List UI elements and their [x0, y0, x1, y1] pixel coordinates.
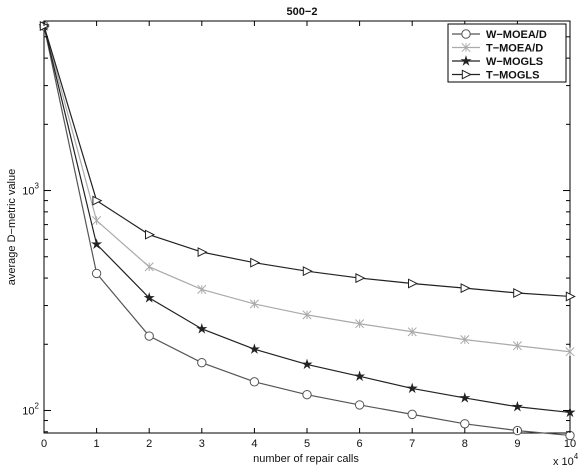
y-tick-label: 103 [22, 182, 39, 198]
data-point [196, 323, 208, 334]
legend-item: W−MOEA/D [452, 29, 547, 41]
data-point [250, 257, 261, 268]
legend-item: T−MOEA/D [452, 43, 543, 55]
y-axis-title: average D−metric value [6, 169, 18, 285]
data-point [92, 216, 102, 226]
legend-marker [461, 42, 471, 53]
x-tick-label: 5 [304, 438, 310, 450]
data-point [511, 400, 523, 412]
data-point [249, 299, 259, 309]
data-point [302, 310, 312, 320]
data-point [460, 419, 470, 429]
legend-label: T−MOEA/D [486, 43, 543, 55]
x-tick-label: 4 [251, 438, 257, 450]
x-tick-label: 3 [199, 438, 205, 450]
data-point [513, 288, 524, 299]
data-point [408, 278, 419, 289]
data-point [354, 370, 366, 382]
data-point [301, 358, 313, 370]
data-point [355, 273, 366, 284]
data-point [145, 229, 156, 240]
x-tick-label: 7 [409, 438, 415, 450]
legend-items: W−MOEA/D T−MOEA/DW−MOGLS T−MOGLS [452, 29, 547, 82]
data-point [406, 382, 418, 394]
data-point [302, 266, 313, 277]
x-tick-label: 8 [462, 438, 468, 450]
data-point [197, 247, 208, 258]
data-point [197, 284, 207, 295]
data-point [354, 400, 365, 410]
x-axis-multiplier: x 104 [553, 452, 579, 468]
data-point [459, 392, 471, 403]
axes-layer: 0 1 2 3 4 5 6 7 8 9 10 102 103 [22, 21, 576, 450]
legend: W−MOEA/D T−MOEA/DW−MOGLS T−MOGLS [447, 23, 567, 83]
data-point [565, 347, 575, 357]
data-point [144, 331, 154, 341]
legend-item: W−MOGLS [452, 55, 543, 68]
data-point [302, 389, 312, 400]
x-tick-label: 2 [146, 438, 152, 450]
data-point [460, 335, 470, 345]
legend-marker [461, 29, 471, 39]
x-tick-label: 9 [514, 438, 520, 450]
data-point [197, 357, 207, 368]
data-point [249, 377, 260, 387]
legend-label: W−MOEA/D [486, 29, 547, 41]
y-tick-label: 102 [22, 401, 39, 417]
data-point [91, 238, 103, 249]
legend-item: T−MOGLS [452, 69, 539, 82]
data-point [144, 262, 154, 272]
chart-title: 500−2 [287, 6, 318, 18]
x-tick-label: 0 [41, 438, 47, 450]
series-layer [38, 20, 576, 441]
x-tick-label: 6 [357, 438, 363, 450]
legend-marker [461, 69, 472, 80]
legend-label: T−MOGLS [486, 70, 539, 82]
data-point [512, 341, 522, 351]
data-point [407, 327, 417, 337]
data-point [143, 292, 155, 303]
x-tick-label: 10 [564, 438, 576, 450]
x-tick-label: 1 [94, 438, 100, 450]
data-point [91, 268, 102, 279]
data-point [407, 409, 417, 420]
data-point [92, 195, 103, 206]
legend-label: W−MOGLS [486, 56, 543, 68]
data-point [565, 291, 576, 302]
data-point [355, 319, 365, 329]
data-point [460, 283, 471, 294]
data-point [248, 343, 260, 354]
legend-marker [460, 55, 472, 66]
x-axis-title: number of repair calls [253, 453, 359, 465]
series-4 [39, 20, 576, 302]
